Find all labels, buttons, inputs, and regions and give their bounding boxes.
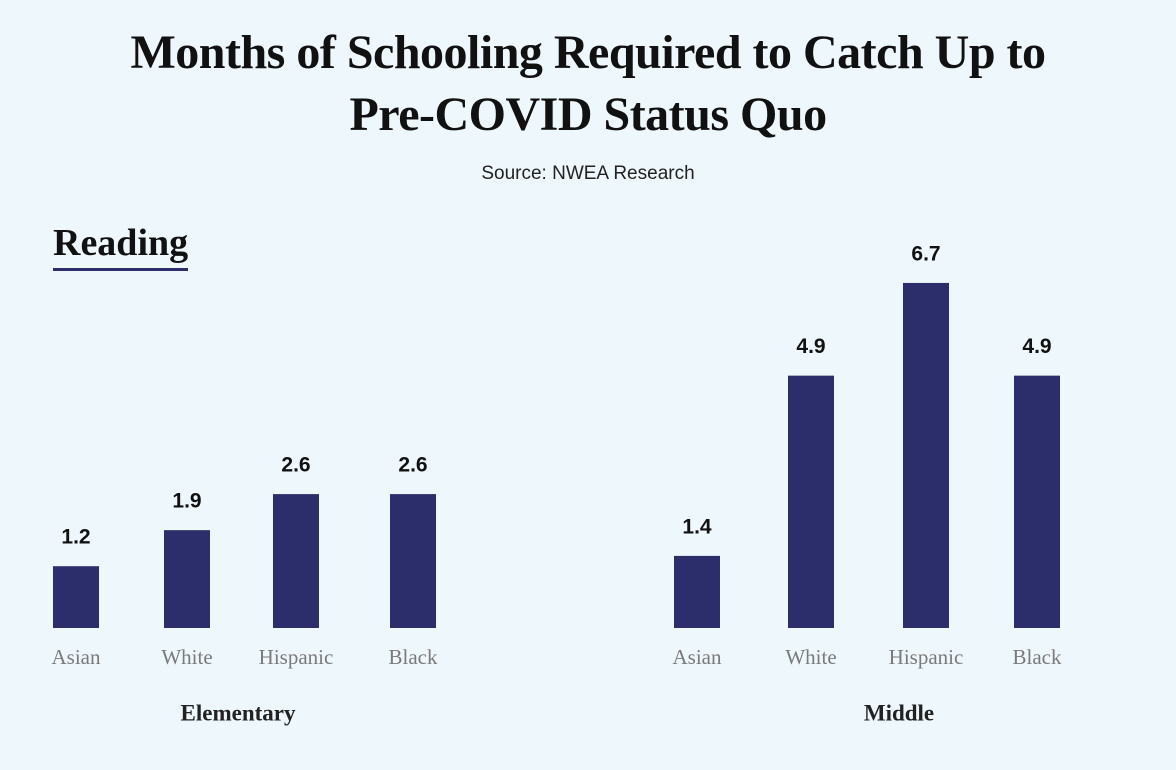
section-heading: Reading — [53, 220, 189, 271]
x-tick-label: Asian — [52, 645, 101, 669]
bar — [53, 566, 99, 628]
value-label: 1.4 — [682, 515, 712, 538]
value-label: 1.2 — [61, 526, 90, 549]
x-tick-label: Hispanic — [889, 645, 964, 669]
value-label: 2.6 — [398, 454, 427, 477]
x-tick-label: Black — [1013, 645, 1062, 669]
value-label: 1.9 — [172, 490, 201, 513]
value-label: 4.9 — [796, 335, 825, 358]
bar — [273, 494, 319, 628]
x-tick-label: Black — [389, 645, 438, 669]
x-axis-title: Elementary — [181, 700, 296, 725]
bar — [164, 530, 210, 628]
chart-subtitle: Source: NWEA Research — [481, 163, 695, 184]
x-tick-label: Hispanic — [259, 645, 334, 669]
x-tick-label: White — [785, 645, 836, 669]
chart-title: Months of Schooling Required to Catch Up… — [130, 26, 1046, 141]
bar — [390, 494, 436, 628]
x-tick-label: Asian — [673, 645, 722, 669]
value-label: 6.7 — [911, 242, 940, 265]
value-label: 4.9 — [1022, 335, 1051, 358]
bar — [903, 282, 949, 628]
value-label: 2.6 — [281, 454, 310, 477]
bar — [788, 375, 834, 628]
x-axis-title: Middle — [864, 700, 934, 725]
bar — [1014, 375, 1060, 628]
bar — [674, 555, 720, 628]
x-tick-label: White — [161, 645, 212, 669]
